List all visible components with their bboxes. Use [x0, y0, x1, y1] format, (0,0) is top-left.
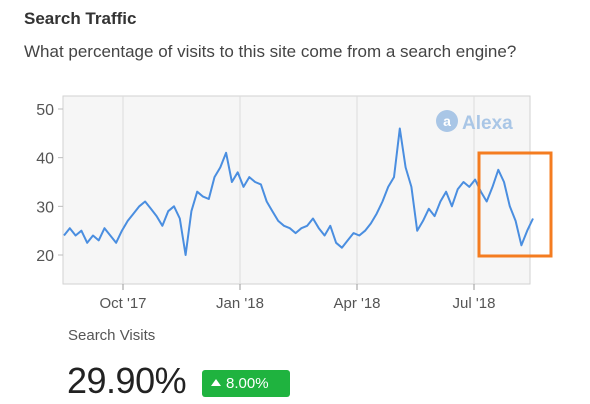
x-tick-label: Oct '17	[99, 295, 146, 312]
y-tick-label: 20	[36, 248, 54, 265]
x-tick-label: Jul '18	[453, 295, 496, 312]
section-title: Search Traffic	[24, 9, 137, 28]
change-badge: 8.00%	[202, 370, 290, 397]
metric-label: Search Visits	[68, 327, 156, 344]
x-tick-label: Jan '18	[216, 295, 264, 312]
y-tick-label: 50	[36, 102, 54, 119]
y-tick-label: 30	[36, 199, 54, 216]
x-tick-label: Apr '18	[333, 295, 380, 312]
grid-lines	[122, 96, 475, 284]
x-axis: Oct '17 Jan '18 Apr '18 Jul '18	[99, 284, 495, 312]
section-subtitle: What percentage of visits to this site c…	[24, 42, 517, 61]
search-traffic-chart: 20 30 40 50 Oct '17 Jan '18 Apr '18 Jul '18 a …	[36, 95, 553, 312]
metric-value: 29.90%	[67, 360, 187, 401]
up-arrow-icon	[211, 379, 221, 387]
alexa-logo-icon	[436, 110, 458, 132]
alexa-logo-letter: a	[443, 113, 451, 129]
y-tick-label: 40	[36, 151, 54, 168]
alexa-watermark: a Alexa	[436, 110, 513, 134]
series-line	[63, 127, 534, 256]
highlight-box	[477, 151, 553, 258]
alexa-wordmark: Alexa	[462, 113, 513, 134]
plot-area	[62, 95, 531, 285]
y-axis: 20 30 40 50	[36, 102, 63, 265]
change-value: 8.00%	[226, 375, 269, 392]
